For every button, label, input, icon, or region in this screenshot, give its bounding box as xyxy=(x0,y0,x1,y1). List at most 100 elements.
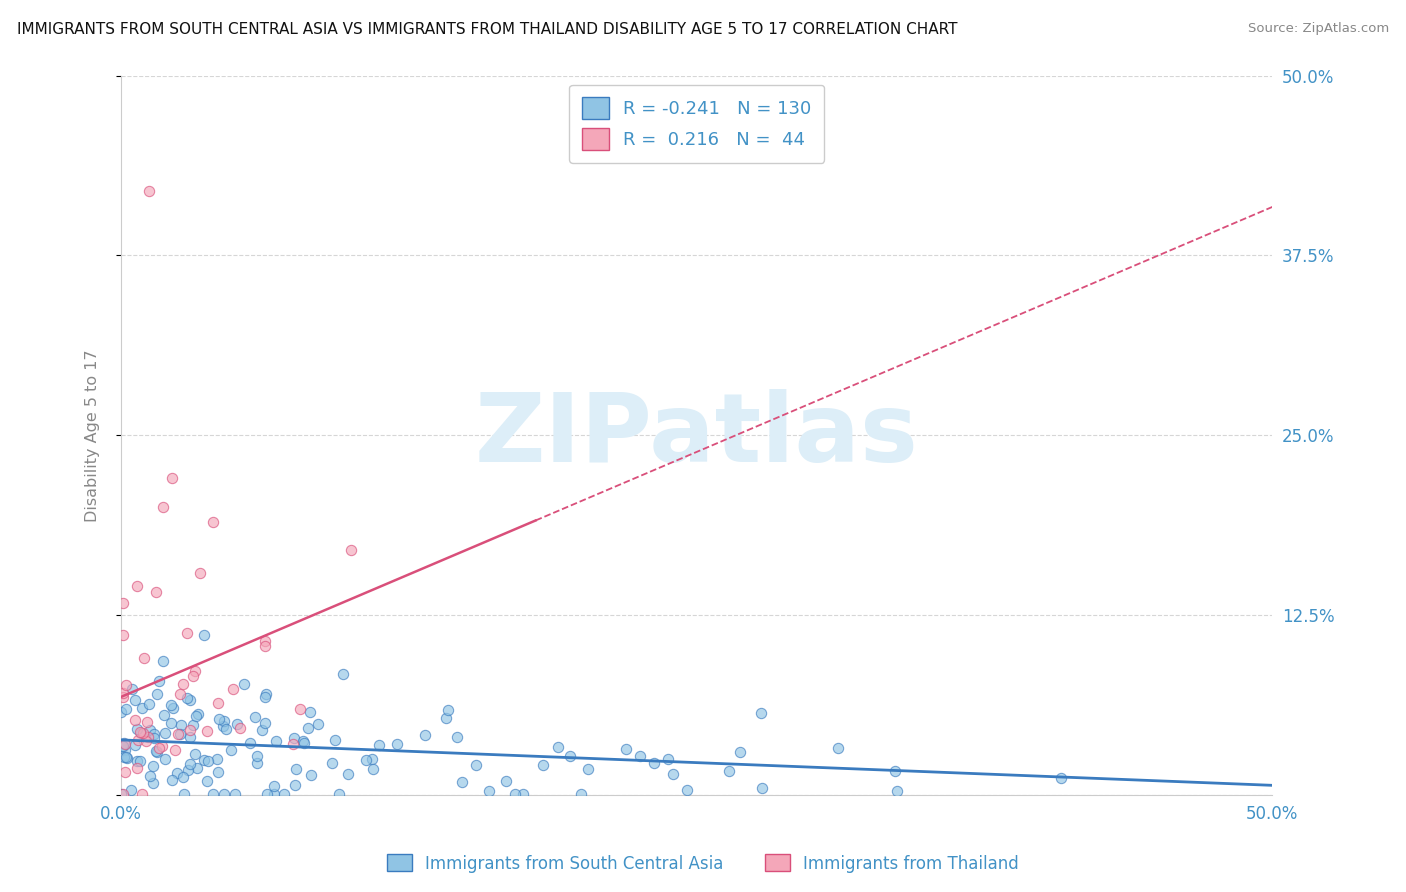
Point xyxy=(146,745,169,759)
Point xyxy=(177,763,200,777)
Legend: Immigrants from South Central Asia, Immigrants from Thailand: Immigrants from South Central Asia, Immi… xyxy=(380,847,1026,880)
Point xyxy=(169,687,191,701)
Point xyxy=(354,753,377,767)
Point xyxy=(273,787,295,801)
Point xyxy=(135,734,157,748)
Point xyxy=(114,702,136,716)
Point xyxy=(112,736,135,750)
Point xyxy=(138,184,160,198)
Point xyxy=(751,780,773,795)
Point xyxy=(290,702,312,716)
Point xyxy=(495,774,517,789)
Point xyxy=(451,775,474,789)
Point xyxy=(321,756,343,771)
Point xyxy=(576,762,599,776)
Point xyxy=(298,705,321,719)
Point xyxy=(212,787,235,801)
Text: ZIPatlas: ZIPatlas xyxy=(475,389,918,482)
Point xyxy=(142,727,165,741)
Point xyxy=(169,727,191,741)
Point xyxy=(131,787,153,801)
Point xyxy=(207,696,229,710)
Point xyxy=(138,698,160,712)
Point xyxy=(112,787,135,801)
Point xyxy=(1049,771,1071,785)
Point xyxy=(132,725,155,739)
Point xyxy=(256,687,278,701)
Point xyxy=(368,738,391,752)
Point xyxy=(254,639,277,653)
Point xyxy=(246,756,269,770)
Point xyxy=(127,722,149,736)
Point xyxy=(253,690,276,704)
Point xyxy=(124,713,146,727)
Point xyxy=(361,762,384,776)
Point xyxy=(229,721,252,735)
Point xyxy=(232,677,254,691)
Point xyxy=(256,787,278,801)
Point xyxy=(132,650,155,665)
Point xyxy=(728,745,751,759)
Point xyxy=(436,702,458,716)
Point xyxy=(114,764,136,779)
Point xyxy=(124,738,146,752)
Point xyxy=(222,681,245,696)
Point xyxy=(152,500,174,515)
Point xyxy=(212,714,235,729)
Legend: R = -0.241   N = 130, R =  0.216   N =  44: R = -0.241 N = 130, R = 0.216 N = 44 xyxy=(569,85,824,163)
Text: Source: ZipAtlas.com: Source: ZipAtlas.com xyxy=(1249,22,1389,36)
Point xyxy=(112,749,135,764)
Point xyxy=(142,759,165,773)
Point xyxy=(112,690,135,704)
Point xyxy=(186,761,208,775)
Point xyxy=(569,787,592,801)
Point xyxy=(114,678,136,692)
Point xyxy=(160,471,183,485)
Point xyxy=(127,732,149,747)
Point xyxy=(110,705,132,719)
Point xyxy=(212,719,235,733)
Y-axis label: Disability Age 5 to 17: Disability Age 5 to 17 xyxy=(86,349,100,522)
Point xyxy=(167,727,190,741)
Point xyxy=(285,762,308,776)
Point xyxy=(630,749,652,764)
Point xyxy=(136,730,159,744)
Point xyxy=(135,714,157,729)
Point xyxy=(179,730,201,744)
Point xyxy=(153,708,176,723)
Point xyxy=(292,734,315,748)
Point xyxy=(307,717,329,731)
Point xyxy=(146,687,169,701)
Point xyxy=(114,737,136,751)
Point xyxy=(159,716,181,731)
Point xyxy=(176,626,198,640)
Point xyxy=(112,596,135,610)
Point xyxy=(170,718,193,732)
Point xyxy=(531,757,554,772)
Point xyxy=(159,698,181,713)
Point xyxy=(115,750,138,764)
Point xyxy=(181,669,204,683)
Point xyxy=(160,773,183,788)
Point xyxy=(221,743,243,757)
Point xyxy=(143,731,166,746)
Text: IMMIGRANTS FROM SOUTH CENTRAL ASIA VS IMMIGRANTS FROM THAILAND DISABILITY AGE 5 : IMMIGRANTS FROM SOUTH CENTRAL ASIA VS IM… xyxy=(17,22,957,37)
Point xyxy=(299,768,322,782)
Point xyxy=(254,715,277,730)
Point xyxy=(152,654,174,668)
Point xyxy=(886,784,908,798)
Point xyxy=(281,737,304,751)
Point xyxy=(208,712,231,726)
Point xyxy=(179,723,201,738)
Point xyxy=(184,747,207,761)
Point xyxy=(112,628,135,642)
Point xyxy=(166,765,188,780)
Point xyxy=(512,787,534,801)
Point xyxy=(361,752,384,766)
Point xyxy=(145,744,167,758)
Point xyxy=(179,693,201,707)
Point xyxy=(197,754,219,768)
Point xyxy=(188,566,211,580)
Point xyxy=(184,709,207,723)
Point xyxy=(165,743,187,757)
